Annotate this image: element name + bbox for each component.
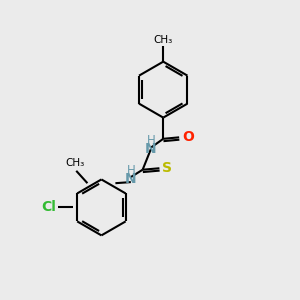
Text: H: H [127,164,135,177]
Text: Cl: Cl [41,200,56,214]
Text: S: S [162,161,172,175]
Text: CH₃: CH₃ [154,34,173,45]
Text: CH₃: CH₃ [65,158,85,169]
Text: H: H [146,134,155,147]
Text: O: O [182,130,194,144]
Text: N: N [125,172,137,186]
Text: N: N [145,142,157,156]
